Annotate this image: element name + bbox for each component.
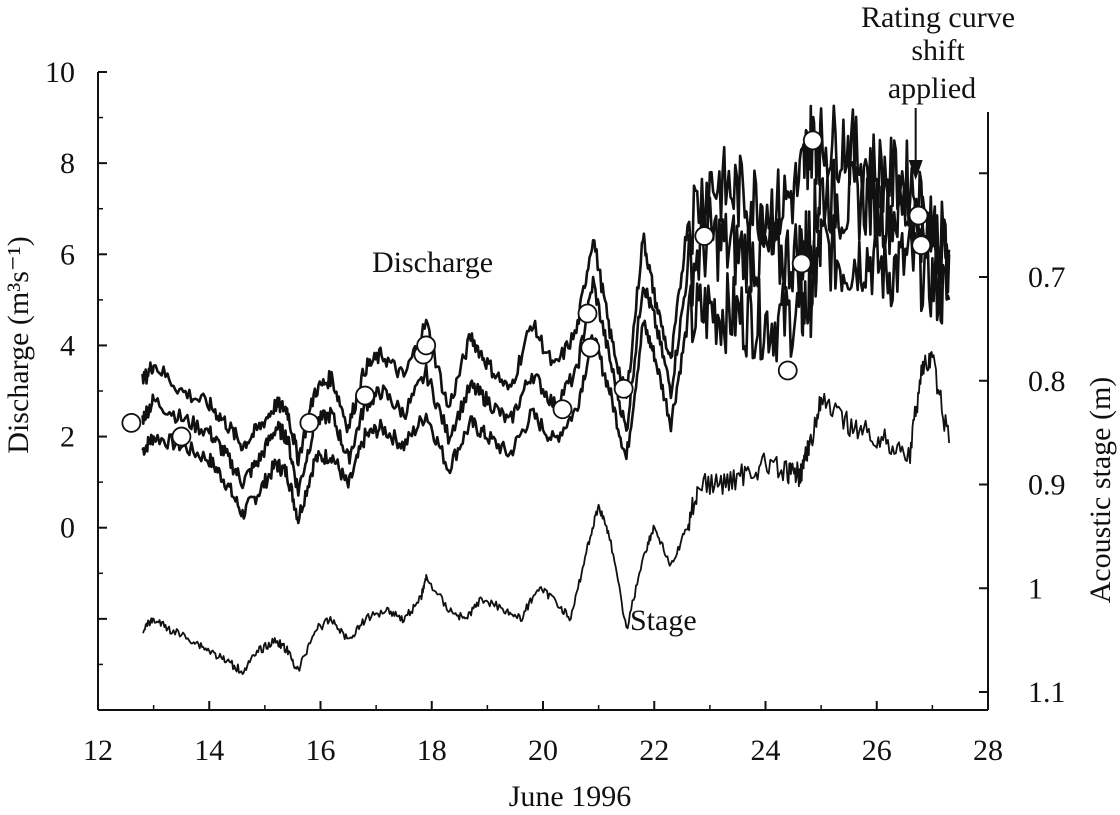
y-left-tick-label: 0 [60, 512, 75, 545]
y-right-ticks: 0.7 0.8 0.9 1 1.1 [979, 172, 1066, 709]
y-axis-left-label: Discharge (m³s⁻¹) [2, 236, 35, 453]
y-left-tick-label: 4 [60, 329, 75, 362]
x-axis-label: June 1996 [509, 780, 632, 813]
measurement-point [791, 253, 812, 274]
y-left-tick-label: 2 [60, 421, 75, 454]
measurement-point [552, 399, 573, 420]
measurement-point [777, 360, 798, 381]
discharge-series-label: Discharge [372, 246, 493, 279]
y-axis-right-label: Acoustic stage (m) [1084, 377, 1117, 604]
y-right-tick-label: 0.8 [1028, 365, 1066, 398]
y-right-tick-label: 0.9 [1028, 469, 1066, 502]
x-tick-label: 16 [306, 734, 336, 767]
y-left-tick-label: 8 [60, 147, 75, 180]
shift-annotation-line3: applied [888, 72, 976, 105]
stage-series-label: Stage [630, 604, 697, 637]
x-tick-label: 22 [639, 734, 669, 767]
y-right-tick-label: 0.7 [1028, 261, 1066, 294]
measurement-point [355, 385, 375, 406]
y-left-ticks: 0 2 4 6 8 10 [45, 56, 107, 711]
measurement-point [299, 412, 320, 433]
y-right-tick-label: 1 [1028, 572, 1043, 605]
x-tick-label: 24 [751, 734, 781, 767]
measurement-point [694, 226, 715, 246]
measurement-point [121, 412, 142, 433]
x-tick-label: 12 [83, 734, 113, 767]
measurement-point [416, 335, 437, 356]
discharge-series-line [141, 214, 951, 525]
discharge-series-line [141, 158, 951, 497]
measurement-point [613, 378, 634, 399]
shift-arrow-head [908, 160, 923, 180]
shift-arrow [908, 108, 923, 180]
measurement-point [911, 235, 932, 256]
shift-annotation-line2: shift [911, 34, 965, 67]
x-tick-label: 20 [528, 734, 558, 767]
series-layer [141, 104, 951, 675]
discharge-series-line [141, 104, 951, 467]
y-right-tick-label: 1.1 [1028, 676, 1066, 709]
measurement-point [802, 130, 823, 151]
stage-series-line [142, 351, 950, 675]
x-ticks: 12 14 16 18 20 22 24 26 28 [83, 701, 1003, 767]
x-tick-label: 26 [862, 734, 892, 767]
x-tick-label: 18 [417, 734, 447, 767]
measurement-point [908, 205, 929, 226]
measurement-point [171, 426, 192, 447]
x-tick-label: 14 [194, 734, 224, 767]
measurement-markers [121, 130, 932, 447]
measurement-point [580, 337, 601, 358]
y-left-tick-label: 10 [45, 56, 75, 89]
measurement-point [577, 303, 598, 324]
shift-annotation-line1: Rating curve [861, 1, 1015, 34]
y-left-tick-label: 6 [60, 238, 75, 271]
x-tick-label: 28 [973, 734, 1003, 767]
